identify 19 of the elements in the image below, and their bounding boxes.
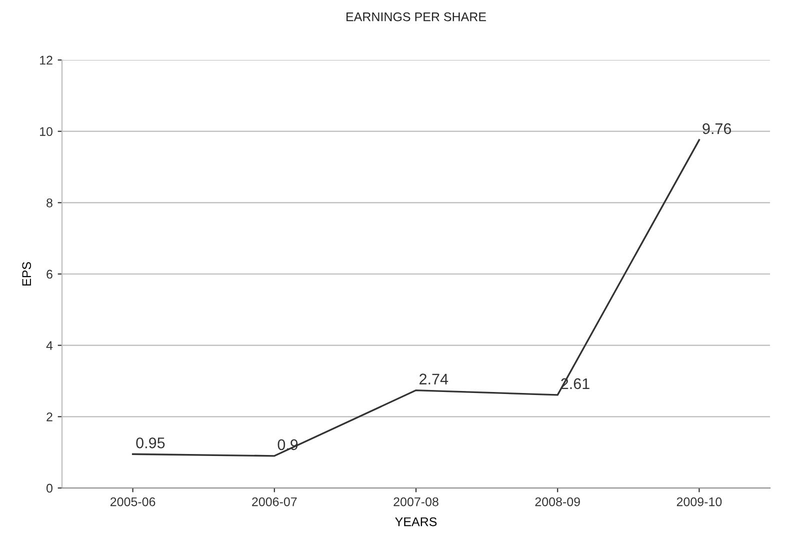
y-tick-label: 0 — [46, 484, 52, 493]
data-label: 2.74 — [420, 374, 448, 384]
y-axis-title: EPS — [22, 262, 32, 286]
x-tick-label: 2008-09 — [535, 497, 580, 506]
line-series — [132, 139, 700, 457]
x-tick-label: 2009-10 — [676, 497, 722, 506]
y-tick-label: 6 — [46, 270, 52, 279]
y-tick-label: 12 — [40, 56, 52, 65]
y-tick-label: 8 — [46, 198, 52, 208]
data-label: 9.76 — [702, 123, 732, 134]
y-tick-label: 4 — [46, 341, 53, 350]
data-label: 0.95 — [136, 438, 165, 448]
y-tick-label: 10 — [40, 127, 52, 136]
x-axis-title: YEARS — [395, 517, 437, 526]
x-tick-label: 2007-08 — [394, 497, 438, 506]
x-tick-label: 2005-06 — [110, 497, 156, 506]
y-tick-label: 2 — [46, 412, 52, 422]
chart-title: EARNINGS PER SHARE — [346, 12, 486, 22]
x-tick-label: 2006-07 — [252, 497, 297, 506]
